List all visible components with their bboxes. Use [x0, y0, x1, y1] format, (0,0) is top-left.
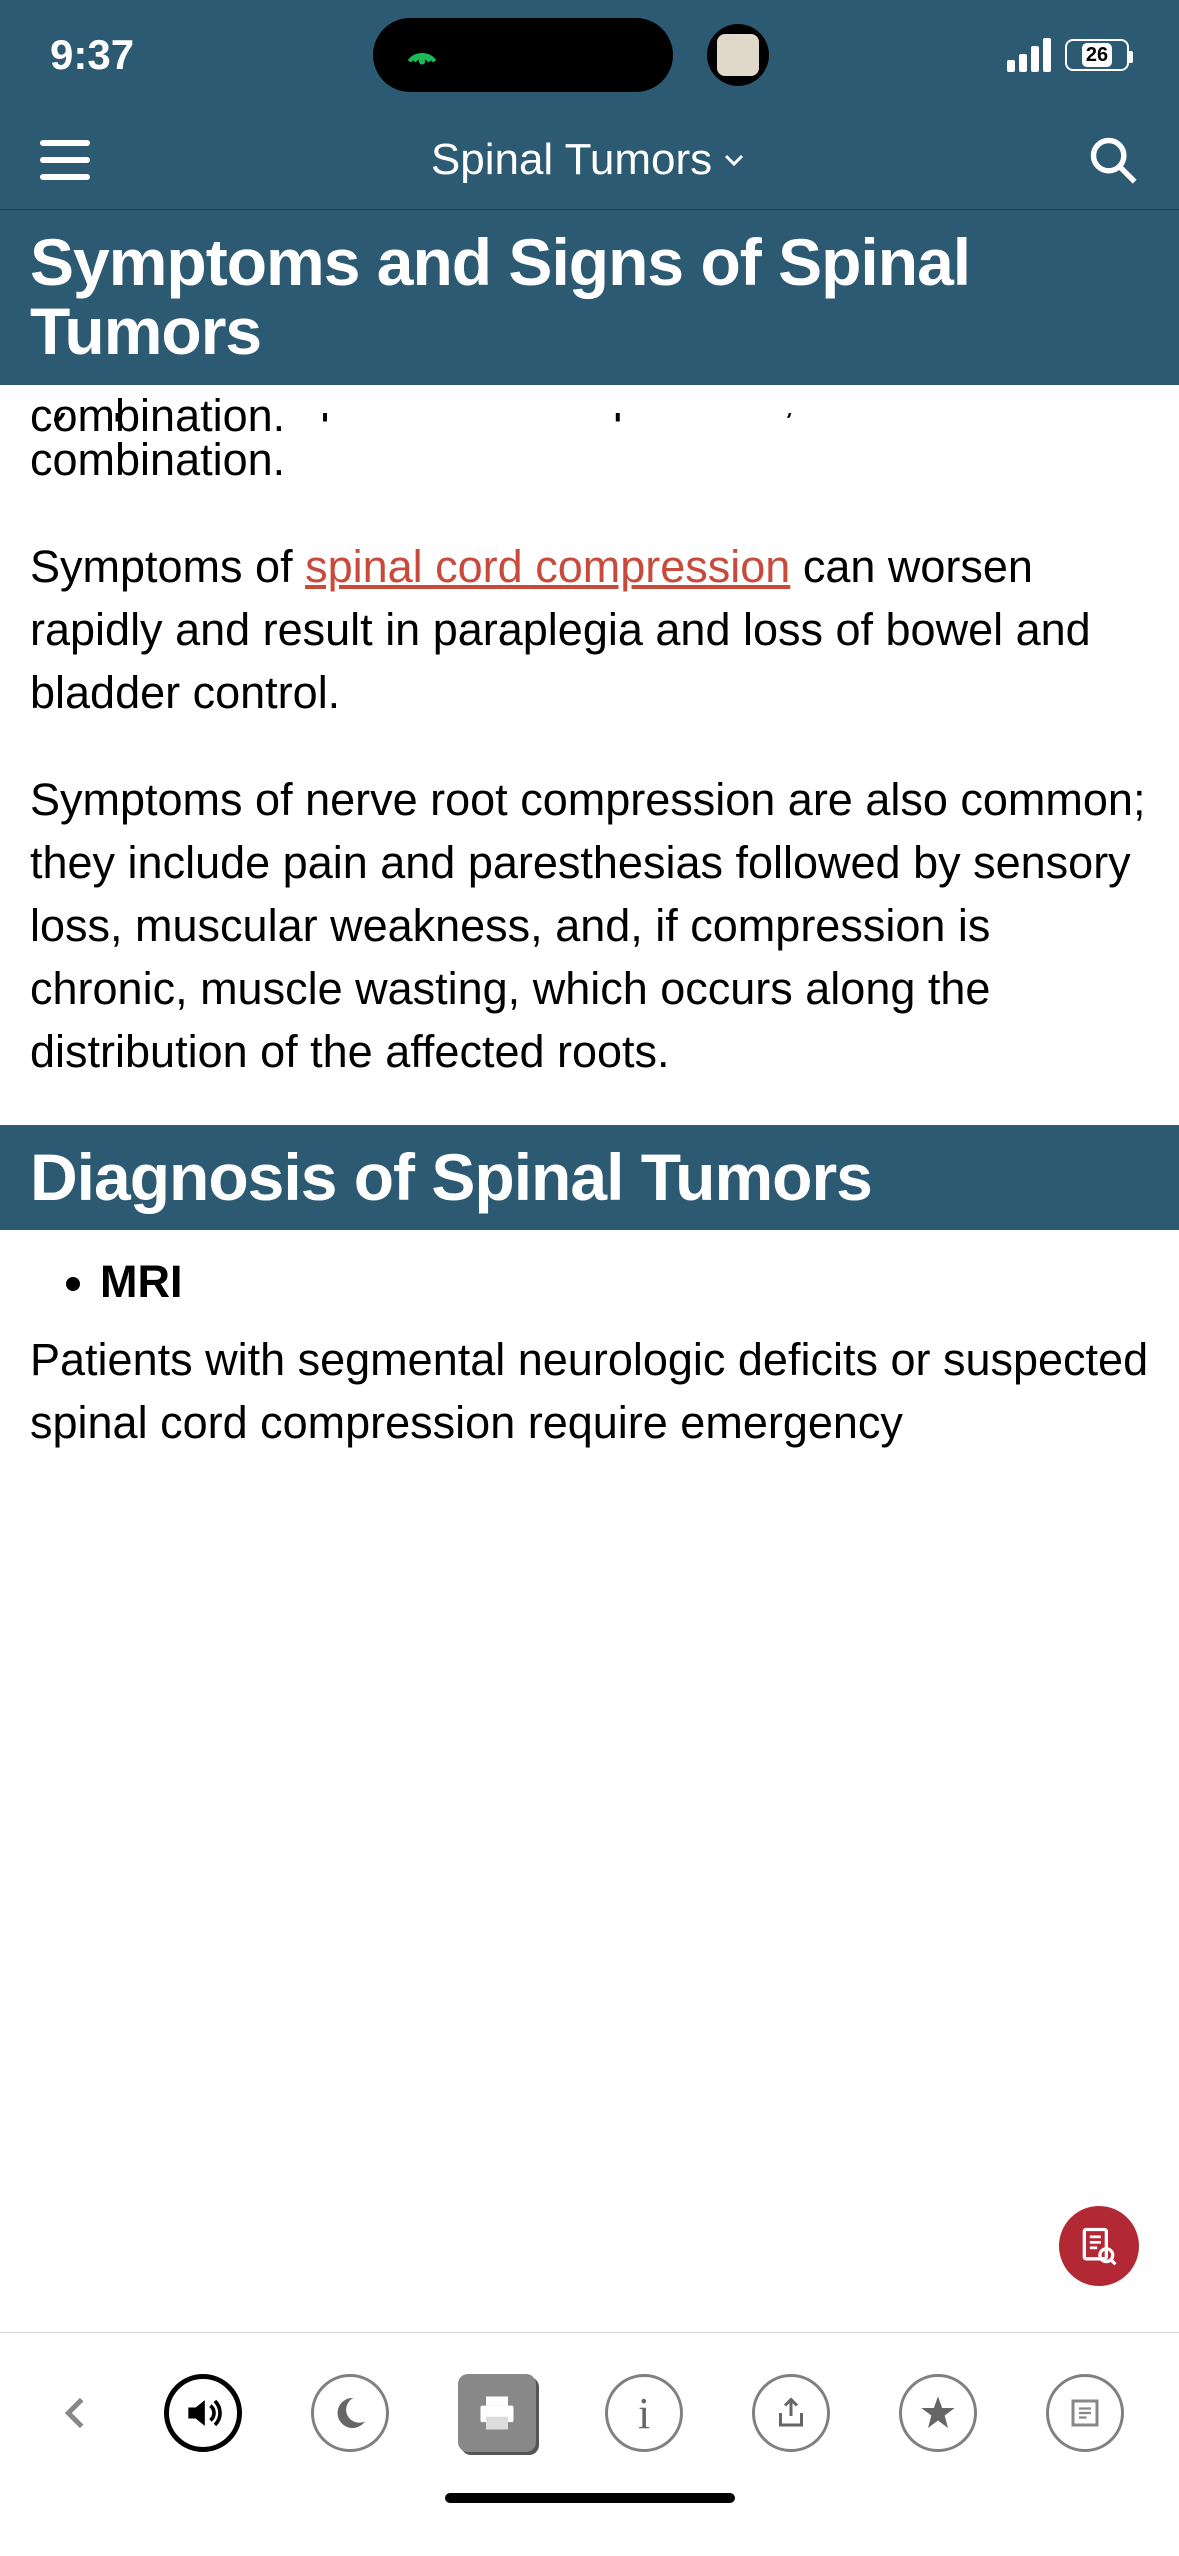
back-button[interactable]: [55, 2393, 95, 2433]
document-search-fab[interactable]: [1059, 2206, 1139, 2286]
nav-bar: Spinal Tumors: [0, 110, 1179, 210]
camera-indicator: [707, 24, 769, 86]
status-time: 9:37: [50, 31, 134, 79]
battery-percent: 26: [1082, 43, 1112, 67]
diagnosis-list: MRI: [0, 1230, 1179, 1318]
audio-button[interactable]: [164, 2374, 242, 2452]
info-icon: i: [638, 2388, 650, 2439]
cellular-signal-icon: [1007, 38, 1051, 72]
notes-icon: [1067, 2395, 1103, 2431]
section-heading: Diagnosis of Spinal Tumors: [30, 1143, 1149, 1212]
dynamic-island-group: [373, 18, 769, 92]
paragraph-nerve-root: Symptoms of nerve root compression are a…: [0, 746, 1179, 1105]
broadcast-icon: [403, 36, 441, 74]
spinal-cord-compression-link[interactable]: spinal cord compression: [305, 541, 790, 592]
paragraph-fragment: symptoms of spinal cord compression, or …: [0, 413, 1179, 513]
page-title-text: Spinal Tumors: [431, 135, 712, 185]
share-button[interactable]: [752, 2374, 830, 2452]
home-indicator[interactable]: [445, 2493, 735, 2503]
status-right: 26: [1007, 38, 1129, 72]
document-search-icon: [1077, 2224, 1121, 2268]
section-header-symptoms: Symptoms and Signs of Spinal Tumors: [0, 210, 1179, 385]
search-button[interactable]: [1087, 134, 1139, 186]
notes-button[interactable]: [1046, 2374, 1124, 2452]
section-header-diagnosis: Diagnosis of Spinal Tumors: [0, 1125, 1179, 1230]
dynamic-island[interactable]: [373, 18, 673, 92]
paragraph-diagnosis: Patients with segmental neurologic defic…: [0, 1318, 1179, 1476]
speaker-icon: [181, 2391, 225, 2435]
chevron-down-icon: [722, 148, 746, 172]
para-text-prefix: Symptoms of: [30, 541, 305, 592]
favorite-button[interactable]: [899, 2374, 977, 2452]
night-mode-button[interactable]: [311, 2374, 389, 2452]
clipped-para-container: symptoms of spinal cord compression, or …: [0, 413, 1179, 513]
info-button[interactable]: i: [605, 2374, 683, 2452]
status-bar: 9:37 26: [0, 0, 1179, 110]
star-icon: [918, 2393, 958, 2433]
menu-button[interactable]: [40, 140, 90, 180]
printer-icon: [475, 2391, 519, 2435]
battery-icon: 26: [1065, 39, 1129, 71]
bottom-toolbar: i: [0, 2332, 1179, 2556]
list-item: MRI: [100, 1256, 1149, 1308]
moon-icon: [330, 2393, 370, 2433]
paragraph-compression: Symptoms of spinal cord compression can …: [0, 513, 1179, 746]
camera-thumbnail: [717, 34, 759, 76]
page-title-dropdown[interactable]: Spinal Tumors: [431, 135, 746, 185]
section-heading: Symptoms and Signs of Spinal Tumors: [30, 228, 1149, 367]
share-icon: [773, 2395, 809, 2431]
print-button[interactable]: [458, 2374, 536, 2452]
